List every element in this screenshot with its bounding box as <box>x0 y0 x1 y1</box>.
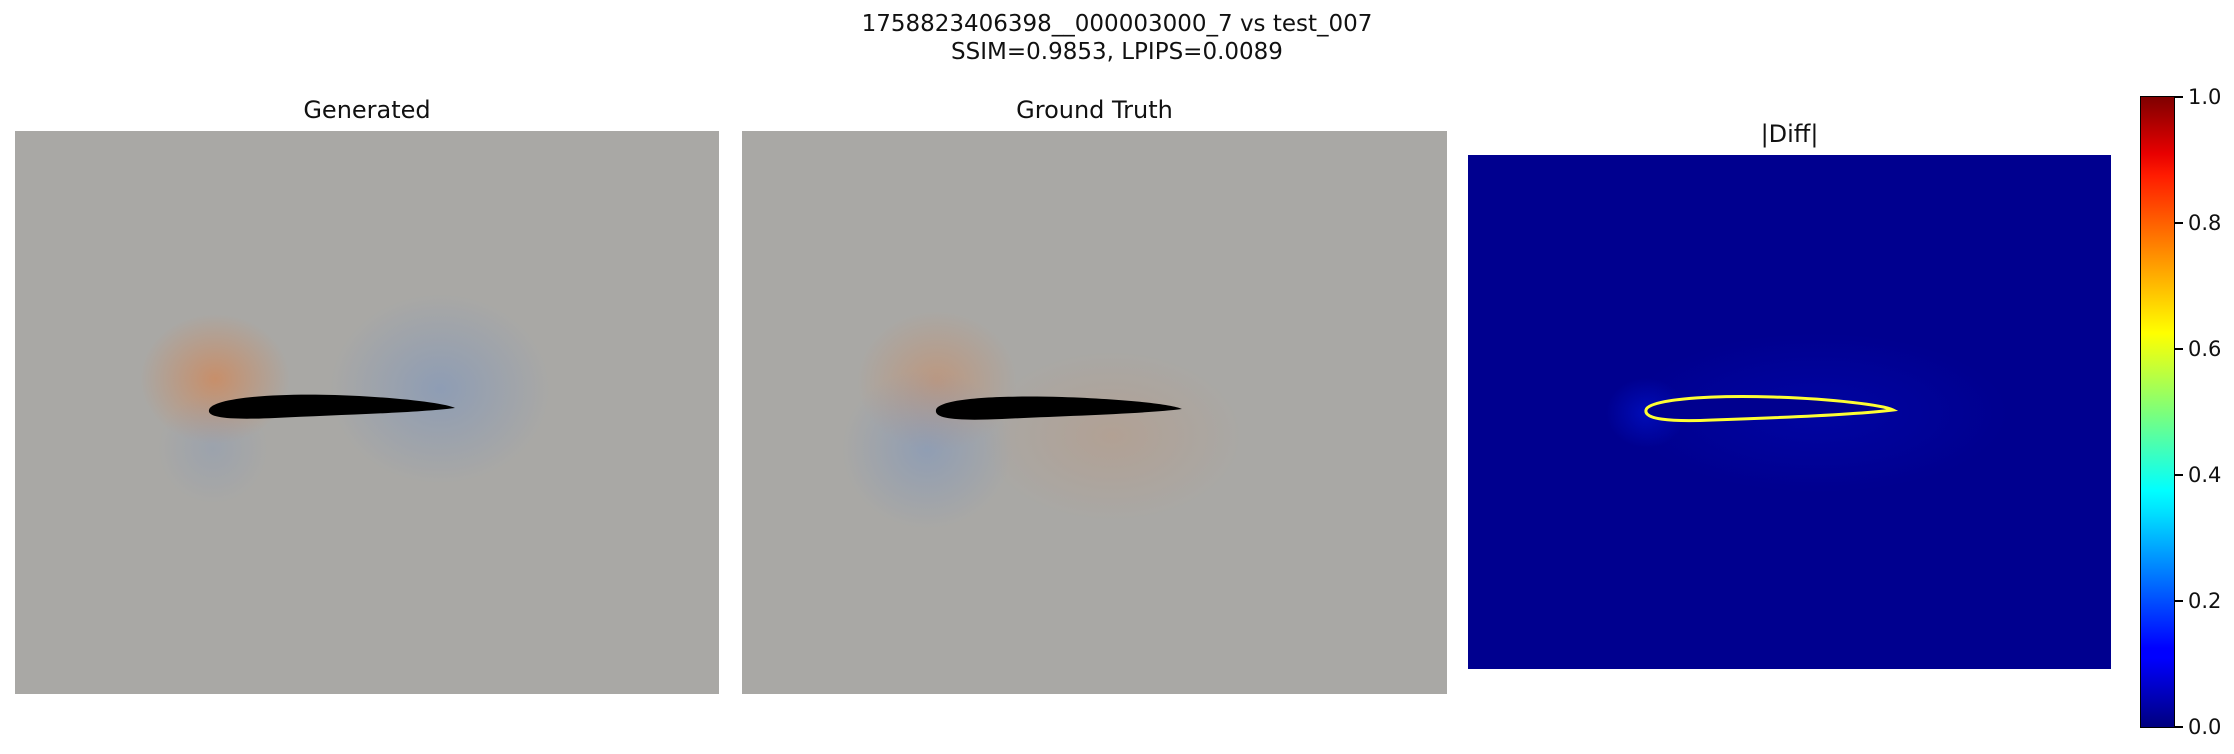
colorbar-tick <box>2175 474 2183 476</box>
diff-airfoil-outline <box>1644 395 1899 423</box>
ground-truth-image-panel <box>742 131 1447 694</box>
diff-panel-title: |Diff| <box>1760 120 1819 148</box>
figure-title-line-1: 1758823406398__000003000_7 vs test_007 <box>861 11 1373 37</box>
airfoil-shape <box>935 396 1182 420</box>
colorbar-tick <box>2175 348 2183 350</box>
figure-title-line-2: SSIM=0.9853, LPIPS=0.0089 <box>951 39 1283 65</box>
diff-image-panel <box>1468 155 2111 669</box>
colorbar-tick-label: 0.0 <box>2188 715 2222 739</box>
downstream-pressure-region <box>982 351 1242 521</box>
ground-truth-flow-field <box>742 131 1447 694</box>
generated-panel-title: Generated <box>303 96 431 124</box>
colorbar <box>2140 96 2175 728</box>
airfoil-shape <box>208 394 455 419</box>
colorbar-gradient <box>2141 97 2174 727</box>
ground-truth-panel-title: Ground Truth <box>1016 96 1173 124</box>
colorbar-tick-label: 0.2 <box>2188 589 2222 613</box>
colorbar-tick-label: 0.6 <box>2188 337 2222 361</box>
colorbar-tick-label: 0.4 <box>2188 463 2222 487</box>
colorbar-tick <box>2175 726 2183 728</box>
colorbar-tick-label: 1.0 <box>2188 85 2222 109</box>
lower-suction-region <box>158 394 268 504</box>
upper-suction-region <box>330 294 550 484</box>
generated-image-panel <box>15 131 719 694</box>
colorbar-tick <box>2175 600 2183 602</box>
generated-flow-field <box>15 131 719 694</box>
colorbar-tick-label: 0.8 <box>2188 211 2222 235</box>
colorbar-tick <box>2175 96 2183 98</box>
colorbar-tick <box>2175 222 2183 224</box>
diff-heatmap <box>1468 155 2111 669</box>
